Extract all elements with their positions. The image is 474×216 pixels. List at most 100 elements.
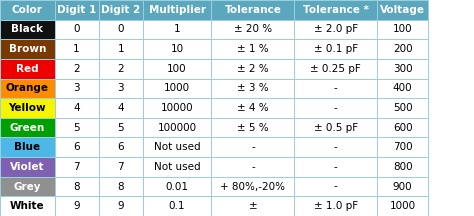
Text: ± 3 %: ± 3 % (237, 83, 269, 93)
Text: ± 20 %: ± 20 % (234, 24, 272, 35)
Text: 8: 8 (118, 181, 124, 192)
Text: Green: Green (9, 123, 45, 133)
Bar (99, 39, 143, 59)
Text: 1000: 1000 (390, 201, 416, 211)
Bar (55, 137, 99, 157)
Bar (211, 196, 294, 216)
Text: 5: 5 (118, 123, 124, 133)
Bar (294, 98, 377, 118)
Bar (55, 196, 99, 216)
Text: 3: 3 (118, 83, 124, 93)
Text: 0: 0 (73, 24, 80, 35)
Bar (294, 157, 377, 177)
Bar (294, 0, 377, 20)
Bar (0, 137, 55, 157)
Bar (294, 196, 377, 216)
Text: 600: 600 (393, 123, 412, 133)
Bar (0, 196, 55, 216)
Bar (211, 177, 294, 196)
Text: 2: 2 (118, 64, 124, 74)
Text: 1: 1 (118, 44, 124, 54)
Text: 1000: 1000 (164, 83, 190, 93)
Bar (211, 157, 294, 177)
Text: Grey: Grey (13, 181, 41, 192)
Text: -: - (334, 162, 337, 172)
Bar (143, 118, 211, 137)
Bar (294, 39, 377, 59)
Text: 300: 300 (393, 64, 412, 74)
Text: Not used: Not used (154, 142, 201, 152)
Bar (377, 39, 428, 59)
Bar (377, 0, 428, 20)
Bar (0, 98, 55, 118)
Bar (0, 0, 55, 20)
Bar (377, 157, 428, 177)
Bar (377, 79, 428, 98)
Text: 1: 1 (73, 44, 80, 54)
Bar (294, 177, 377, 196)
Text: Brown: Brown (9, 44, 46, 54)
Bar (377, 196, 428, 216)
Text: Tolerance *: Tolerance * (303, 5, 369, 15)
Text: Blue: Blue (14, 142, 40, 152)
Text: Red: Red (16, 64, 38, 74)
Bar (211, 0, 294, 20)
Bar (99, 79, 143, 98)
Bar (211, 20, 294, 39)
Text: Black: Black (11, 24, 43, 35)
Text: 3: 3 (73, 83, 80, 93)
Text: 0.01: 0.01 (165, 181, 189, 192)
Text: 10000: 10000 (161, 103, 193, 113)
Bar (0, 20, 55, 39)
Text: 100: 100 (393, 24, 412, 35)
Text: Color: Color (12, 5, 43, 15)
Bar (377, 20, 428, 39)
Text: ± 5 %: ± 5 % (237, 123, 269, 133)
Text: Multiplier: Multiplier (148, 5, 206, 15)
Text: ± 0.5 pF: ± 0.5 pF (314, 123, 358, 133)
Text: -: - (334, 103, 337, 113)
Bar (211, 137, 294, 157)
Bar (99, 0, 143, 20)
Bar (294, 59, 377, 79)
Text: Yellow: Yellow (9, 103, 46, 113)
Bar (143, 39, 211, 59)
Text: Orange: Orange (6, 83, 49, 93)
Text: -: - (334, 83, 337, 93)
Text: 2: 2 (73, 64, 80, 74)
Bar (143, 177, 211, 196)
Bar (99, 137, 143, 157)
Bar (294, 79, 377, 98)
Text: 5: 5 (73, 123, 80, 133)
Bar (211, 59, 294, 79)
Bar (294, 20, 377, 39)
Bar (55, 20, 99, 39)
Bar (211, 118, 294, 137)
Bar (0, 59, 55, 79)
Bar (143, 0, 211, 20)
Bar (99, 118, 143, 137)
Text: 9: 9 (73, 201, 80, 211)
Bar (143, 20, 211, 39)
Text: 0: 0 (118, 24, 124, 35)
Text: Voltage: Voltage (380, 5, 425, 15)
Text: 800: 800 (393, 162, 412, 172)
Text: -: - (251, 142, 255, 152)
Bar (377, 118, 428, 137)
Text: 400: 400 (393, 83, 412, 93)
Text: ± 1.0 pF: ± 1.0 pF (314, 201, 358, 211)
Bar (55, 157, 99, 177)
Bar (0, 157, 55, 177)
Bar (377, 98, 428, 118)
Text: 900: 900 (393, 181, 412, 192)
Bar (99, 20, 143, 39)
Text: ± 4 %: ± 4 % (237, 103, 269, 113)
Bar (0, 39, 55, 59)
Text: Digit 2: Digit 2 (101, 5, 140, 15)
Text: 0.1: 0.1 (169, 201, 185, 211)
Text: 9: 9 (118, 201, 124, 211)
Bar (211, 39, 294, 59)
Text: 8: 8 (73, 181, 80, 192)
Bar (211, 98, 294, 118)
Text: Tolerance: Tolerance (225, 5, 281, 15)
